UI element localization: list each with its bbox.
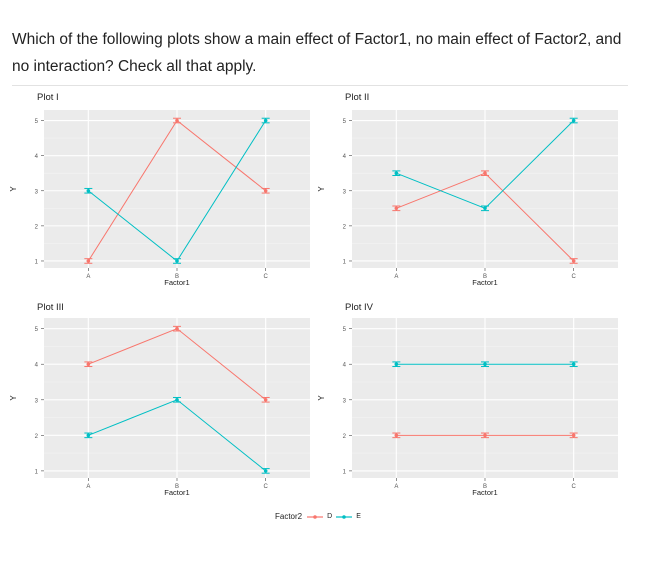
data-point-d bbox=[394, 433, 399, 438]
x-tick-label: A bbox=[394, 484, 398, 490]
x-axis-label: Factor1 bbox=[472, 278, 497, 287]
legend-label-d: D bbox=[327, 513, 333, 520]
legend-label-e: E bbox=[356, 513, 361, 520]
y-tick-label: 3 bbox=[35, 398, 39, 404]
data-point-d bbox=[175, 326, 179, 331]
x-axis-label: Factor1 bbox=[164, 488, 189, 497]
data-point-d bbox=[571, 433, 576, 438]
data-point-d bbox=[263, 188, 268, 193]
plot-title-2: Plot II bbox=[345, 92, 370, 103]
data-point-e bbox=[483, 206, 487, 211]
data-point-e bbox=[175, 397, 179, 402]
data-point-e bbox=[175, 259, 179, 263]
x-tick-label: A bbox=[394, 274, 398, 280]
y-tick-label: 2 bbox=[35, 224, 39, 230]
data-point-d bbox=[394, 206, 399, 211]
data-point-e bbox=[483, 362, 487, 367]
x-tick-label: C bbox=[571, 274, 576, 280]
y-tick-label: 1 bbox=[35, 469, 39, 475]
x-tick-label: B bbox=[483, 484, 487, 490]
y-tick-label: 2 bbox=[343, 224, 347, 230]
y-tick-label: 5 bbox=[35, 327, 39, 333]
data-point-e bbox=[86, 433, 91, 438]
data-point-e bbox=[394, 171, 399, 175]
x-axis-label: Factor1 bbox=[164, 278, 189, 287]
y-tick-label: 4 bbox=[35, 154, 39, 160]
legend: Factor2 D E bbox=[275, 512, 364, 521]
plot-title-1: Plot I bbox=[37, 92, 59, 103]
data-point-d bbox=[86, 259, 91, 263]
x-tick-label: A bbox=[86, 274, 90, 280]
y-tick-label: 3 bbox=[343, 189, 347, 195]
data-point-e bbox=[571, 362, 576, 367]
y-tick-label: 2 bbox=[343, 434, 347, 440]
data-point-d bbox=[571, 259, 576, 263]
data-point-d bbox=[483, 433, 487, 438]
divider bbox=[12, 85, 628, 86]
legend-swatch-e bbox=[336, 514, 353, 519]
data-point-d bbox=[86, 362, 91, 367]
data-point-e bbox=[86, 188, 91, 193]
y-axis-label: Y bbox=[317, 186, 326, 192]
data-point-e bbox=[263, 118, 268, 123]
x-axis-label: Factor1 bbox=[472, 488, 497, 497]
data-point-e bbox=[571, 118, 576, 123]
y-tick-label: 1 bbox=[343, 259, 347, 265]
y-axis-label: Y bbox=[9, 186, 18, 192]
x-tick-label: B bbox=[175, 274, 179, 280]
y-tick-label: 4 bbox=[35, 363, 39, 369]
x-tick-label: B bbox=[483, 274, 487, 280]
data-point-d bbox=[263, 397, 268, 402]
data-point-e bbox=[263, 469, 268, 473]
x-tick-label: A bbox=[86, 484, 90, 490]
y-tick-label: 5 bbox=[343, 327, 347, 333]
data-point-e bbox=[394, 362, 399, 367]
legend-swatch-d bbox=[307, 514, 324, 519]
x-tick-label: C bbox=[571, 484, 576, 490]
data-point-d bbox=[175, 118, 179, 123]
data-point-d bbox=[483, 171, 487, 175]
y-tick-label: 3 bbox=[343, 398, 347, 404]
question-text: Which of the following plots show a main… bbox=[12, 31, 622, 75]
y-tick-label: 5 bbox=[343, 119, 347, 125]
y-tick-label: 4 bbox=[343, 154, 347, 160]
y-axis-label: Y bbox=[9, 395, 18, 401]
y-tick-label: 1 bbox=[35, 259, 39, 265]
y-axis-label: Y bbox=[317, 395, 326, 401]
y-tick-label: 5 bbox=[35, 119, 39, 125]
x-tick-label: C bbox=[263, 274, 268, 280]
x-tick-label: C bbox=[263, 484, 268, 490]
y-tick-label: 3 bbox=[35, 189, 39, 195]
x-tick-label: B bbox=[175, 484, 179, 490]
y-tick-label: 1 bbox=[343, 469, 347, 475]
legend-title: Factor2 bbox=[275, 512, 303, 521]
y-tick-label: 2 bbox=[35, 434, 39, 440]
y-tick-label: 4 bbox=[343, 363, 347, 369]
plot-title-3: Plot III bbox=[37, 302, 64, 313]
plot-title-4: Plot IV bbox=[345, 302, 373, 313]
